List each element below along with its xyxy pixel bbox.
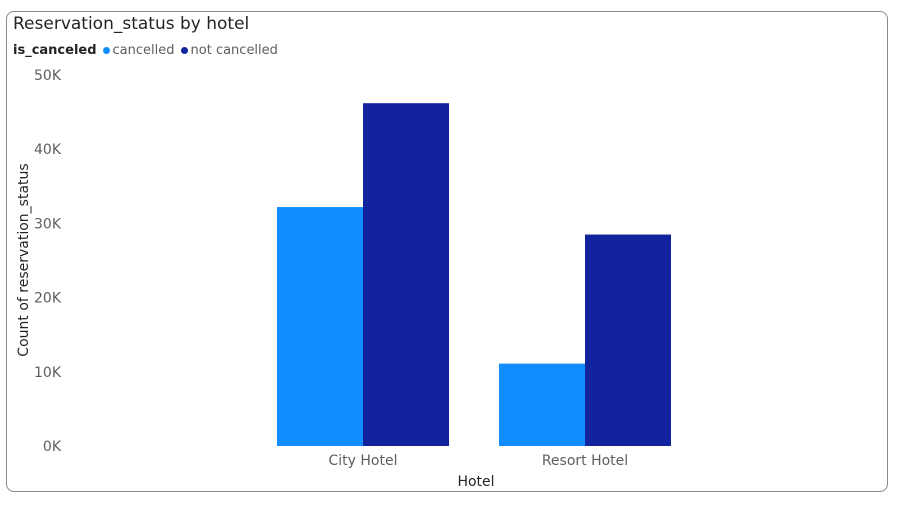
y-axis-ticks: 0K 10K 20K 30K 40K 50K: [34, 68, 62, 455]
y-tick-label: 50K: [34, 68, 62, 84]
y-tick-label: 30K: [34, 216, 62, 232]
chart-title: Reservation_status by hotel: [13, 14, 250, 34]
x-tick-label: City Hotel: [329, 453, 398, 469]
x-axis-label: Hotel: [457, 474, 494, 490]
bars: [277, 103, 671, 447]
y-tick-label: 10K: [34, 365, 62, 381]
legend-dot-cancelled: [102, 47, 110, 54]
y-tick-label: 20K: [34, 291, 62, 307]
legend-item-not-cancelled[interactable]: not cancelled: [180, 43, 278, 58]
bar-resort-hotel-cancelled[interactable]: [499, 363, 585, 446]
legend-label-cancelled: cancelled: [112, 43, 175, 58]
y-axis-label: Count of reservation_status: [16, 163, 32, 356]
legend-label-not-cancelled: not cancelled: [190, 43, 278, 58]
x-tick-label: Resort Hotel: [542, 453, 628, 469]
legend-dot-not-cancelled: [180, 47, 188, 54]
legend-item-cancelled[interactable]: cancelled: [102, 43, 175, 58]
bar-city-hotel-not-cancelled[interactable]: [363, 103, 449, 447]
legend: is_canceled cancelled not cancelled: [13, 43, 284, 58]
y-tick-label: 0K: [43, 439, 62, 455]
legend-title: is_canceled: [13, 43, 97, 58]
y-tick-label: 40K: [34, 142, 62, 158]
x-axis-ticks: City Hotel Resort Hotel: [329, 453, 629, 469]
bar-resort-hotel-not-cancelled[interactable]: [585, 234, 671, 446]
bar-city-hotel-cancelled[interactable]: [277, 207, 363, 446]
